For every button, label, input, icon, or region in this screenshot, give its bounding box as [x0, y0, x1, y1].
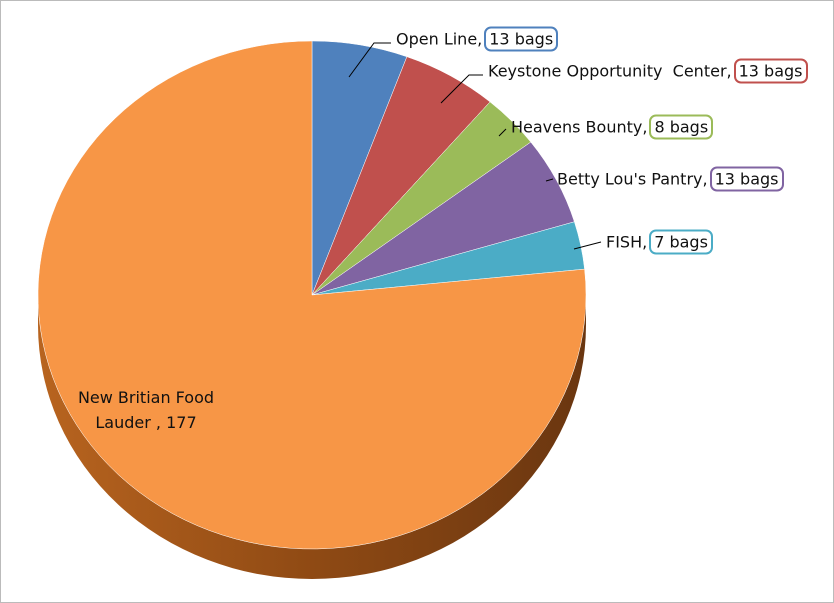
slice [37, 40, 587, 550]
category-label: Betty Lou's Pantry, [557, 169, 708, 189]
leader-line [545, 178, 554, 182]
category-label: Keystone Opportunity Center, [488, 61, 732, 81]
value-label: 177 [166, 413, 197, 432]
data-label: New Britian Food Lauder , 177 [61, 385, 231, 435]
value-label: 13 bags [484, 26, 559, 52]
value-label: 13 bags [733, 58, 808, 84]
leader-line [348, 42, 391, 78]
category-label: FISH, [606, 232, 648, 252]
leader-line [573, 241, 602, 250]
data-label: Keystone Opportunity Center, 13 bags [488, 58, 808, 84]
category-label: Heavens Bounty, [511, 117, 648, 137]
value-label: 7 bags [649, 229, 713, 255]
data-label: Heavens Bounty, 8 bags [511, 114, 714, 140]
category-label: New Britian Food Lauder , [77, 388, 215, 432]
data-label: Open Line, 13 bags [396, 26, 559, 52]
value-label: 8 bags [649, 114, 714, 140]
data-label: Betty Lou's Pantry, 13 bags [557, 166, 784, 192]
value-label: 13 bags [709, 166, 784, 192]
leader-line [440, 74, 483, 104]
leader-line [498, 128, 507, 137]
category-label: Open Line, [396, 29, 483, 49]
data-label: FISH, 7 bags [606, 229, 713, 255]
